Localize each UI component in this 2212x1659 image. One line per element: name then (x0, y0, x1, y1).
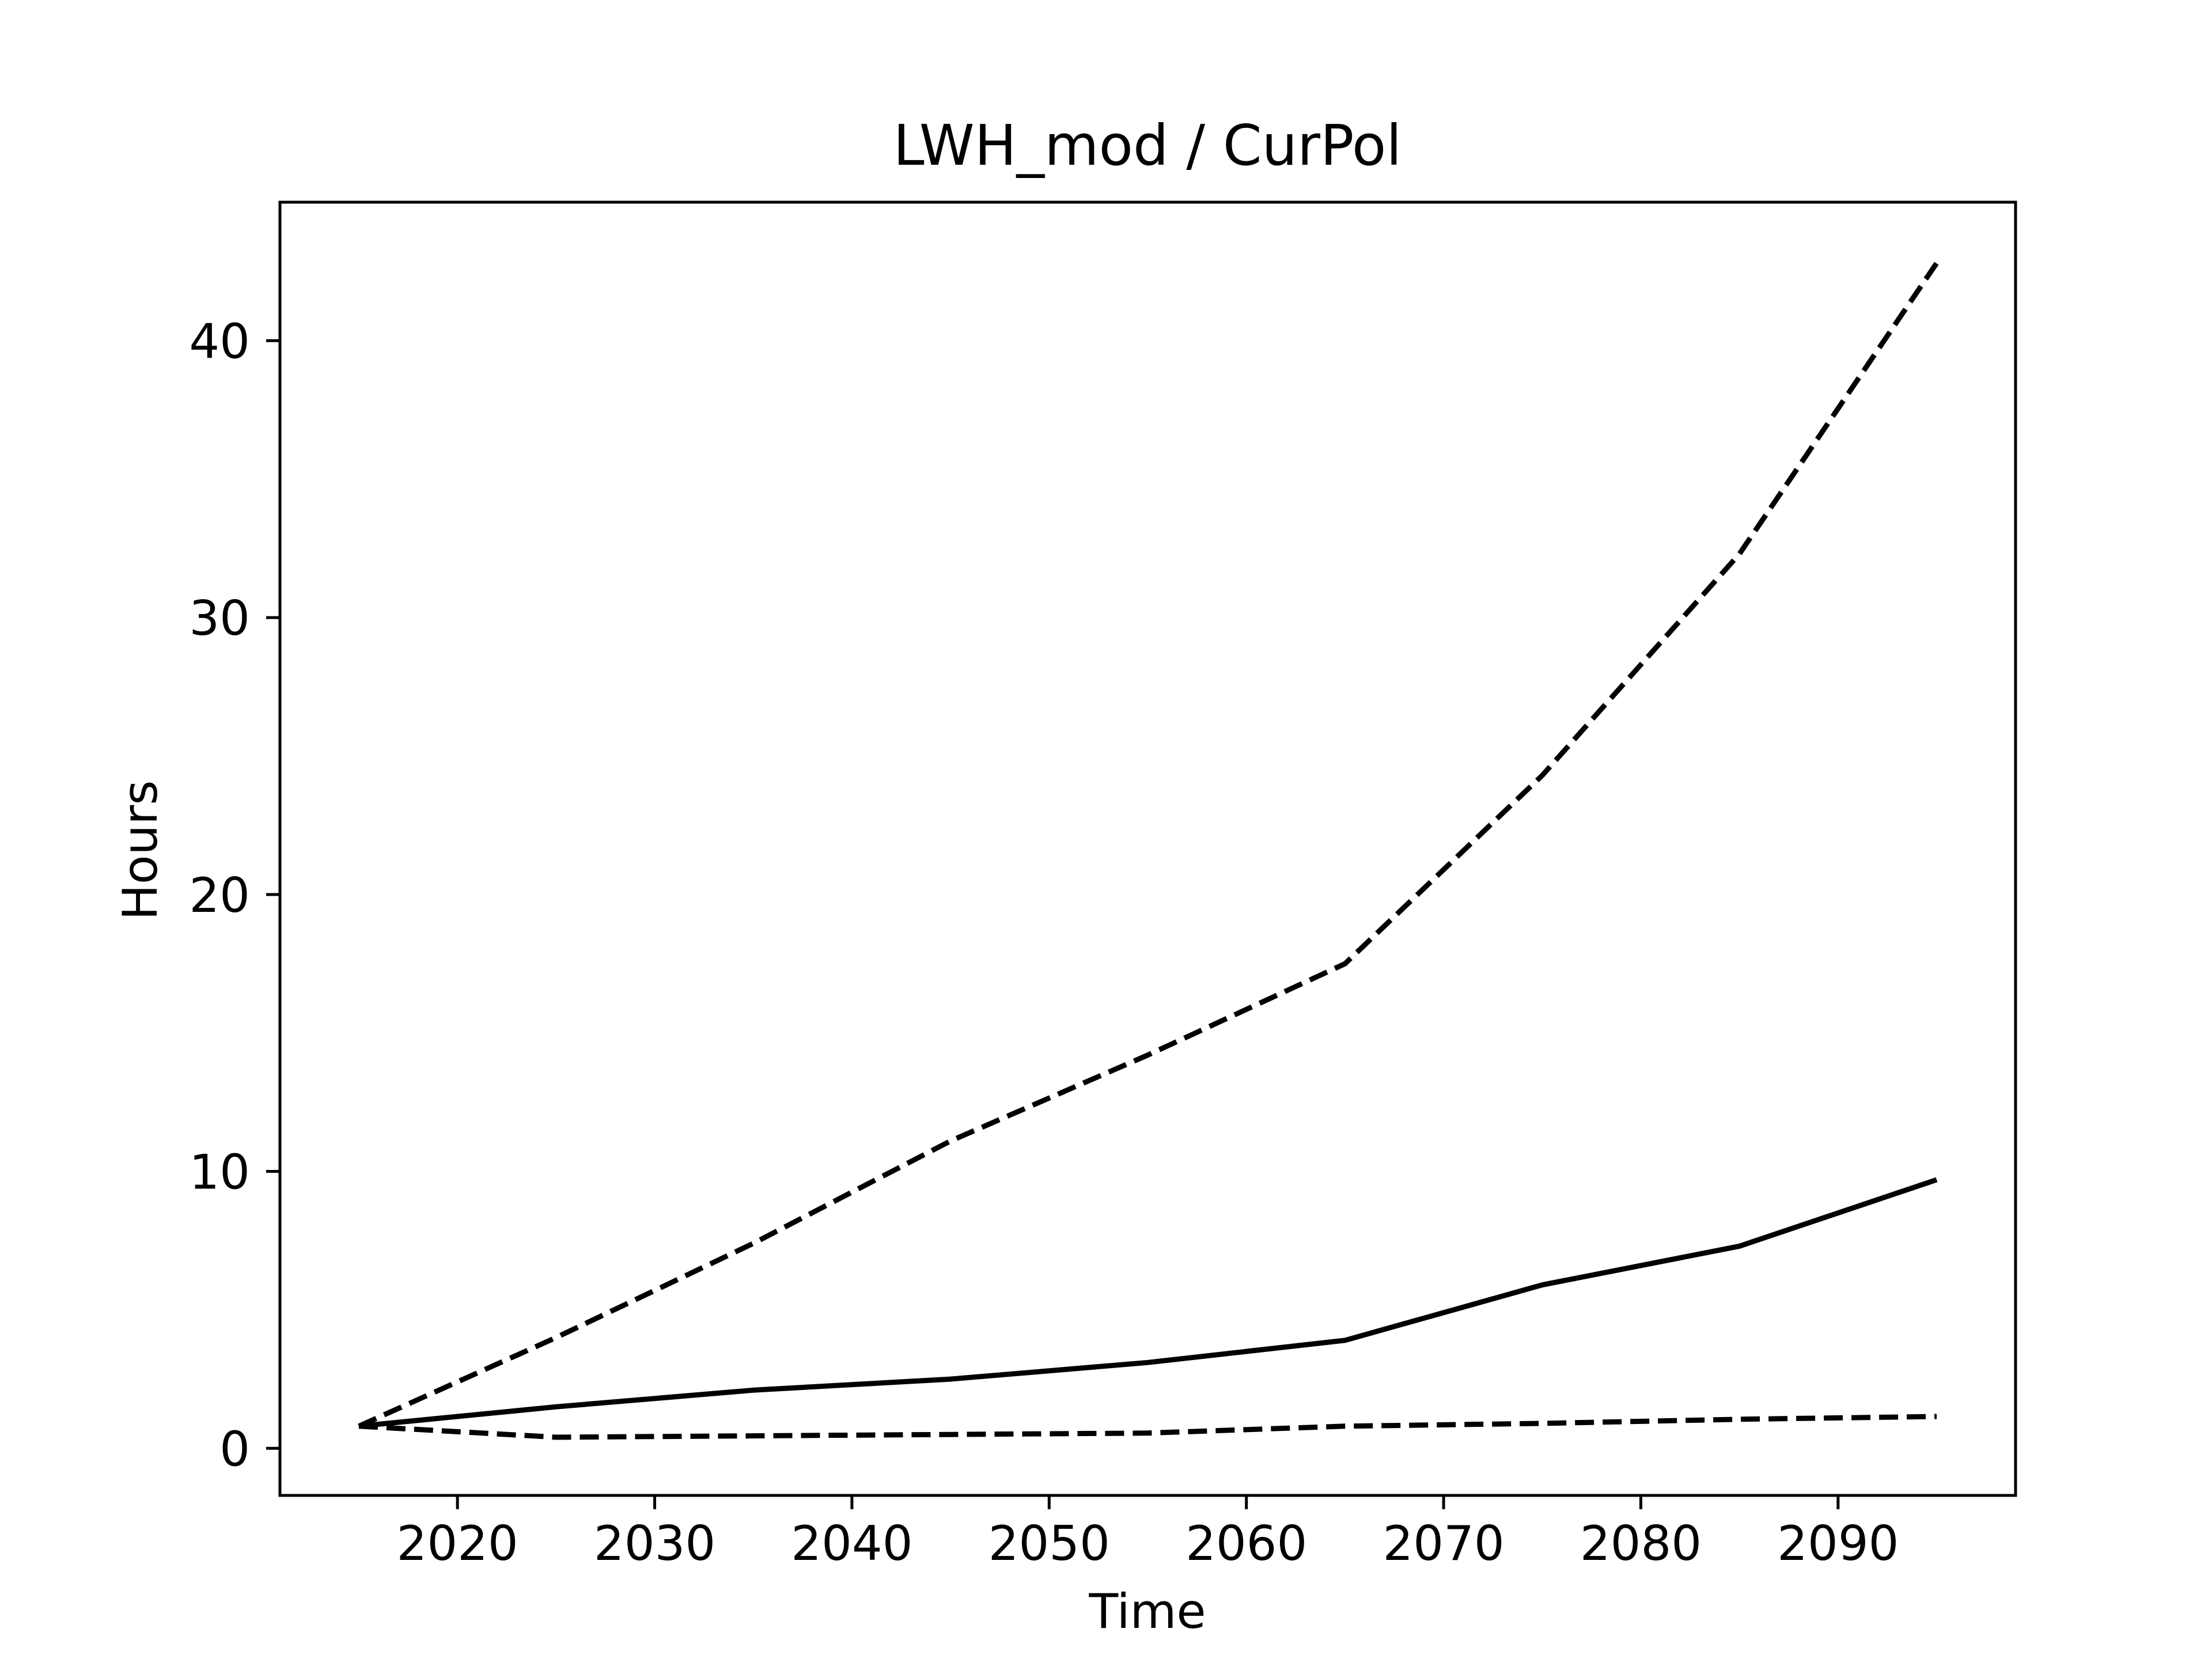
x-tick-label: 2040 (791, 1516, 912, 1571)
series-layer (358, 262, 1939, 1440)
x-tick-label: 2080 (1580, 1516, 1702, 1571)
chart-title: LWH_mod / CurPol (893, 113, 1402, 178)
x-tick-label: 2060 (1185, 1516, 1307, 1571)
x-tick-label: 2020 (397, 1516, 518, 1571)
y-tick-label: 30 (189, 590, 250, 646)
series-line-2-dashed (358, 262, 1939, 1429)
x-tick-label: 2070 (1382, 1516, 1504, 1571)
y-tick-label: 40 (189, 313, 250, 369)
y-axis-label: Hours (112, 780, 168, 920)
y-tick-label: 10 (189, 1145, 250, 1200)
series-line-3-dashed (358, 1414, 1937, 1440)
x-tick-label: 2030 (594, 1516, 715, 1571)
y-tick-label: 20 (189, 868, 250, 923)
series-line-1-solid (358, 1177, 1938, 1429)
x-tick-label: 2090 (1777, 1516, 1899, 1571)
tick-layer: 2020 2030 2040 2050 2060 2070 2080 209001020304… (189, 313, 1899, 1571)
plot-area-frame (278, 200, 2017, 1497)
x-tick-label: 2050 (988, 1516, 1110, 1571)
x-axis-label: Time (1088, 1584, 1206, 1639)
y-tick-label: 0 (219, 1421, 250, 1477)
